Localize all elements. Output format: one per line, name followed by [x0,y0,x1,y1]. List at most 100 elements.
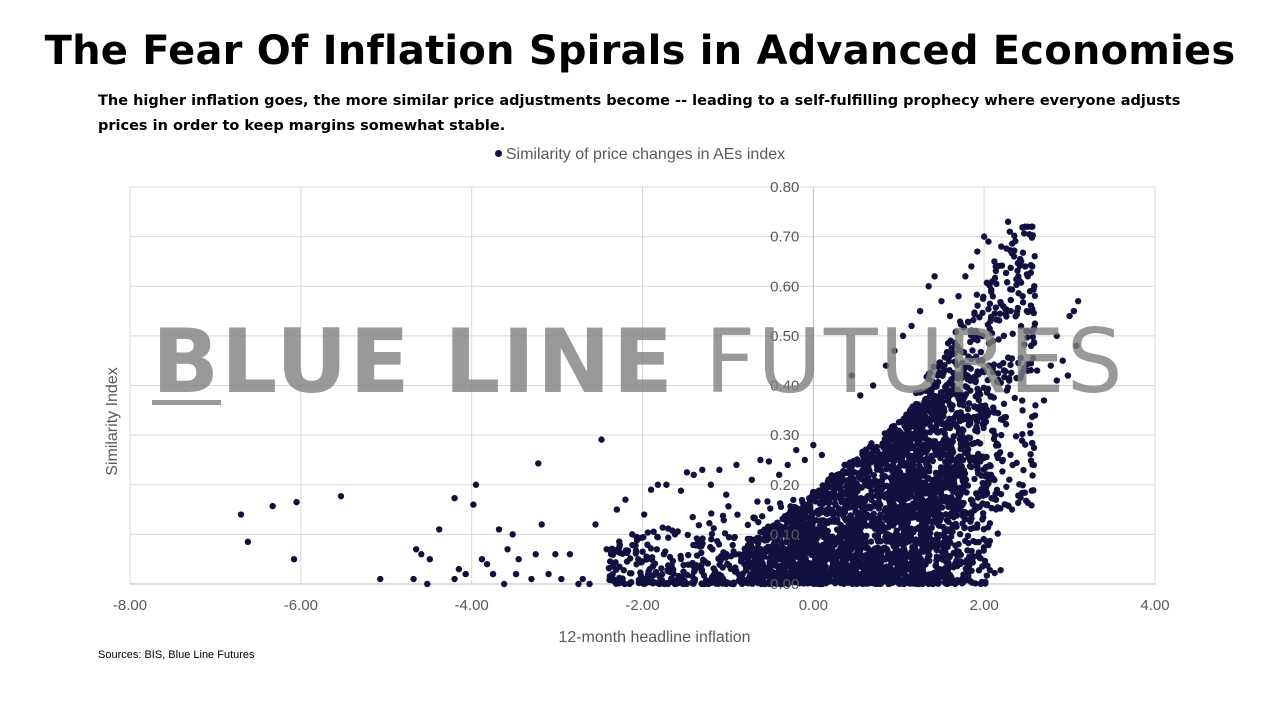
scatter-point [819,580,826,588]
scatter-point [853,499,860,506]
scatter-point [896,556,903,563]
scatter-point [959,348,966,356]
scatter-point [908,322,915,330]
scatter-point [1012,237,1019,245]
scatter-point [983,406,991,414]
scatter-point [644,529,652,536]
scatter-point [648,556,656,563]
scatter-point [848,576,855,583]
scatter-point [896,448,903,455]
scatter-point [915,525,923,532]
scatter-point [968,511,975,518]
y-tick-label: 0.70 [770,229,799,246]
scatter-point [874,447,881,455]
scatter-point [888,467,896,474]
scatter-point [967,365,974,372]
scatter-point [644,571,652,578]
scatter-point [867,538,875,545]
scatter-point [1031,253,1038,260]
scatter-point [938,420,946,428]
scatter-point [1001,501,1008,508]
scatter-point [954,558,961,566]
scatter-point [1018,397,1026,404]
scatter-point [853,576,861,583]
scatter-point [931,273,938,280]
scatter-point [790,496,797,504]
scatter-point [832,576,839,584]
scatter-point [947,563,954,570]
scatter-point [892,511,900,518]
x-tick-label: 0.00 [799,597,828,614]
scatter-point [748,476,756,483]
scatter-point [887,538,894,545]
scatter-point [929,537,936,544]
scatter-point [462,570,469,578]
scatter-point [663,481,670,488]
scatter-point [654,579,662,586]
scatter-point [942,458,949,466]
scatter-point [993,378,1001,385]
scatter-point [925,283,932,290]
scatter-point [750,514,757,521]
scatter-point [620,567,627,574]
scatter-point [817,561,824,568]
scatter-point [923,387,930,395]
scatter-point [875,498,882,506]
scatter-point [965,400,973,407]
legend: Similarity of price changes in AEs index [0,146,1280,164]
scatter-point [377,575,384,583]
scatter-point [863,478,870,485]
scatter-point [719,512,727,520]
scatter-point [774,519,781,526]
x-tick-label: 2.00 [970,597,999,614]
scatter-point [1002,310,1009,318]
scatter-point [1028,439,1036,447]
scatter-point [528,575,535,583]
scatter-point [948,509,955,517]
y-tick-label: 0.60 [770,278,799,295]
scatter-point [995,370,1002,377]
scatter-point [924,554,932,561]
y-tick-label: 0.40 [770,378,799,395]
scatter-point [959,359,966,366]
scatter-point [653,546,661,553]
scatter-point [919,484,927,491]
scatter-point [847,502,855,509]
scatter-point [1007,361,1014,369]
scatter-point [757,456,764,464]
scatter-point [1005,354,1012,361]
scatter-point [928,391,936,399]
scatter-point [950,433,957,440]
scatter-point [972,377,979,384]
scatter-point [825,555,833,562]
scatter-point [822,563,829,570]
scatter-point [994,504,1001,511]
scatter-point [853,494,860,502]
scatter-point [1019,299,1027,306]
scatter-point [950,349,958,357]
scatter-point [874,533,882,540]
y-tick-label: 0.80 [770,179,799,196]
scatter-point [1019,224,1026,231]
scatter-point [426,555,434,563]
scatter-point [1031,282,1038,290]
scatter-point [964,446,972,453]
scatter-point [780,564,788,572]
scatter-point [707,481,715,488]
scatter-point [844,476,852,484]
scatter-point [881,492,888,499]
scatter-point [993,316,1000,323]
scatter-point [947,442,955,449]
scatter-point [1027,429,1034,437]
scatter-point [971,310,978,318]
scatter-point [708,530,716,538]
scatter-point [1032,402,1039,409]
scatter-point [808,512,816,519]
scatter-point [1001,373,1008,381]
scatter-point [1006,228,1013,235]
scatter-point [873,486,880,494]
scatter-point [708,536,715,543]
scatter-point [854,542,861,549]
scatter-point [989,337,997,345]
scatter-point [1003,483,1010,490]
